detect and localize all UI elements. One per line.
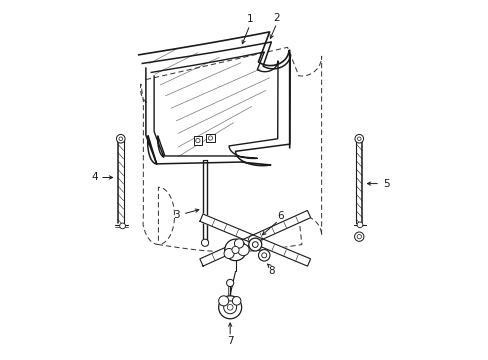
Circle shape [354,232,363,241]
Text: 5: 5 [382,179,388,189]
Circle shape [356,234,361,239]
Circle shape [227,305,233,310]
Circle shape [252,242,258,247]
Circle shape [224,239,246,261]
Circle shape [231,246,239,253]
Circle shape [119,137,122,140]
Circle shape [116,134,125,143]
Circle shape [223,301,236,314]
Circle shape [357,137,360,140]
Polygon shape [200,214,310,266]
Circle shape [218,296,228,306]
Circle shape [356,222,362,228]
Bar [206,134,214,142]
Text: 8: 8 [267,266,274,276]
Circle shape [261,253,266,258]
Circle shape [234,239,244,248]
Circle shape [218,296,241,319]
Circle shape [258,249,269,261]
Text: 3: 3 [173,210,179,220]
Circle shape [248,238,261,251]
Circle shape [195,138,200,143]
Text: 7: 7 [226,336,233,346]
Circle shape [237,244,249,256]
Circle shape [354,134,363,143]
Circle shape [201,239,208,246]
Bar [193,136,202,145]
Text: 1: 1 [246,14,253,24]
Text: 2: 2 [273,13,280,23]
Circle shape [120,223,125,229]
Circle shape [226,279,233,287]
Circle shape [208,136,212,140]
Polygon shape [200,211,310,266]
Circle shape [232,297,241,305]
Text: 6: 6 [277,211,283,221]
Text: 4: 4 [91,172,98,183]
Circle shape [224,248,234,258]
